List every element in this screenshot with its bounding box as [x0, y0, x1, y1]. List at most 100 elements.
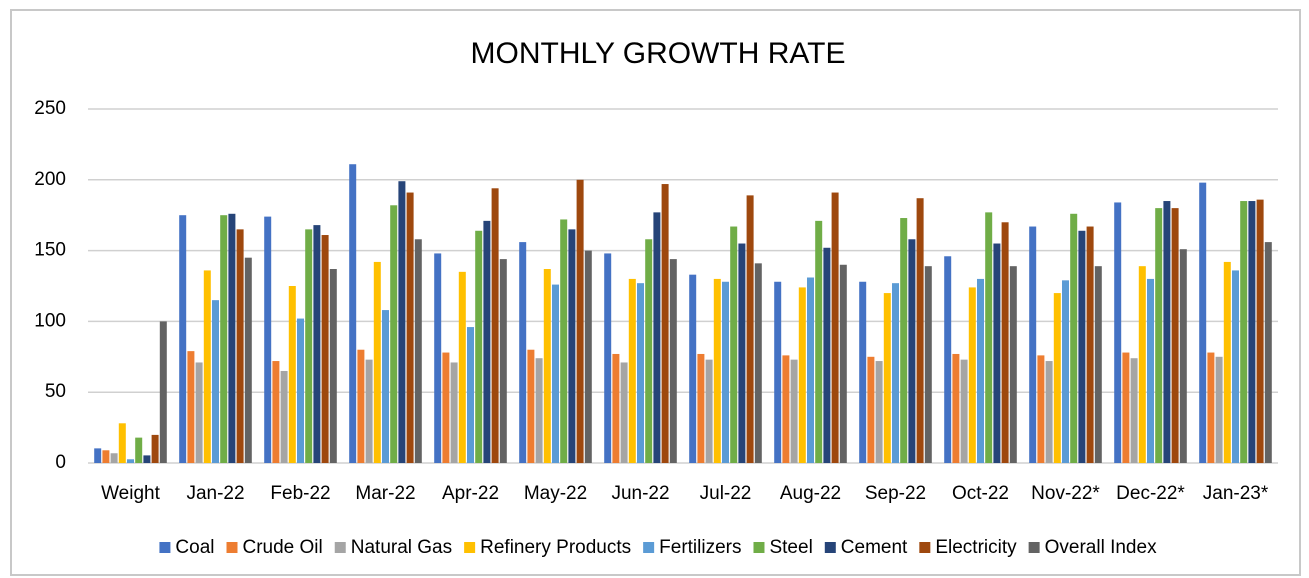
x-tick-label: Mar-22 — [355, 483, 415, 504]
x-tick-label: Oct-22 — [952, 483, 1009, 504]
bar — [527, 349, 535, 463]
bar — [483, 220, 491, 463]
bar — [398, 181, 406, 463]
bar — [151, 434, 159, 463]
bar — [297, 318, 304, 463]
bar — [875, 361, 883, 463]
bar — [968, 287, 976, 463]
bar — [475, 230, 483, 463]
bar — [102, 450, 110, 463]
x-tick-label: Jul-22 — [700, 483, 752, 504]
legend-label: Crude Oil — [243, 537, 323, 558]
bar — [1215, 356, 1223, 463]
bar — [815, 220, 823, 463]
bar — [831, 192, 839, 463]
bar — [179, 215, 187, 463]
bar — [212, 300, 219, 463]
bar — [135, 437, 143, 463]
legend-label: Steel — [769, 537, 812, 558]
bar — [458, 271, 466, 463]
legend-label: Refinery Products — [480, 537, 631, 558]
bar — [892, 283, 899, 463]
bar — [916, 198, 924, 463]
bar — [952, 353, 960, 463]
bar — [576, 179, 584, 464]
legend-swatch — [824, 542, 836, 553]
y-tick-label: 100 — [34, 310, 66, 331]
bar — [705, 359, 713, 463]
legend-swatch — [1028, 542, 1040, 553]
bar — [1001, 222, 1009, 463]
bar — [859, 281, 867, 463]
bar — [867, 356, 875, 463]
bar — [159, 321, 167, 463]
bar — [722, 281, 729, 463]
bar — [143, 455, 151, 463]
legend-label: Cement — [841, 537, 908, 558]
bar — [993, 243, 1001, 463]
bar — [1179, 249, 1187, 463]
chart-title: MONTHLY GROWTH RATE — [471, 37, 846, 70]
x-tick-label: Aug-22 — [780, 483, 841, 504]
bar — [1232, 270, 1239, 463]
x-tick-label: Apr-22 — [442, 483, 499, 504]
legend-label: Natural Gas — [351, 537, 452, 558]
bar — [244, 257, 252, 463]
bar — [543, 269, 551, 463]
bar — [228, 213, 236, 463]
bar — [127, 459, 134, 463]
bar — [1163, 201, 1171, 464]
bar — [264, 216, 272, 463]
bar — [535, 358, 543, 463]
legend-label: Fertilizers — [659, 537, 741, 558]
bar — [1009, 266, 1017, 463]
bar — [329, 269, 337, 463]
x-tick-label: Sep-22 — [865, 483, 926, 504]
bar — [568, 229, 576, 463]
bar — [738, 243, 746, 463]
bar — [1029, 226, 1037, 463]
bar — [807, 277, 814, 463]
x-tick-label: Dec-22* — [1116, 483, 1185, 504]
bar — [977, 278, 984, 463]
bar — [900, 218, 908, 463]
legend-swatch — [159, 542, 171, 553]
bar — [1248, 201, 1256, 464]
bar — [1223, 261, 1231, 463]
bar — [620, 362, 628, 463]
bar — [1078, 230, 1086, 463]
bar — [491, 188, 499, 463]
bar — [754, 263, 762, 463]
bar — [604, 253, 612, 463]
bar — [1207, 352, 1215, 463]
bar — [305, 229, 313, 463]
bar — [1062, 280, 1069, 463]
bar — [203, 270, 211, 463]
bar — [1171, 208, 1179, 463]
y-tick-label: 150 — [34, 240, 66, 261]
bar — [713, 278, 721, 463]
bar — [1094, 266, 1102, 463]
bar — [1045, 361, 1053, 463]
bar — [236, 229, 244, 463]
bar — [782, 355, 790, 463]
bar — [883, 293, 891, 463]
bar — [321, 235, 329, 463]
x-tick-label: Nov-22* — [1031, 483, 1100, 504]
bar — [839, 264, 847, 463]
bar — [560, 219, 568, 463]
bar — [349, 164, 357, 463]
bar — [390, 205, 398, 463]
bar — [653, 212, 661, 463]
legend-swatch — [226, 542, 238, 553]
bar — [628, 278, 636, 463]
bar — [612, 353, 620, 463]
bar — [985, 212, 993, 463]
bar — [697, 353, 705, 463]
bar — [1122, 352, 1130, 463]
y-tick-label: 50 — [45, 381, 66, 402]
bar — [118, 423, 126, 463]
bar — [280, 370, 288, 463]
bar — [1086, 226, 1094, 463]
bar — [94, 448, 102, 463]
